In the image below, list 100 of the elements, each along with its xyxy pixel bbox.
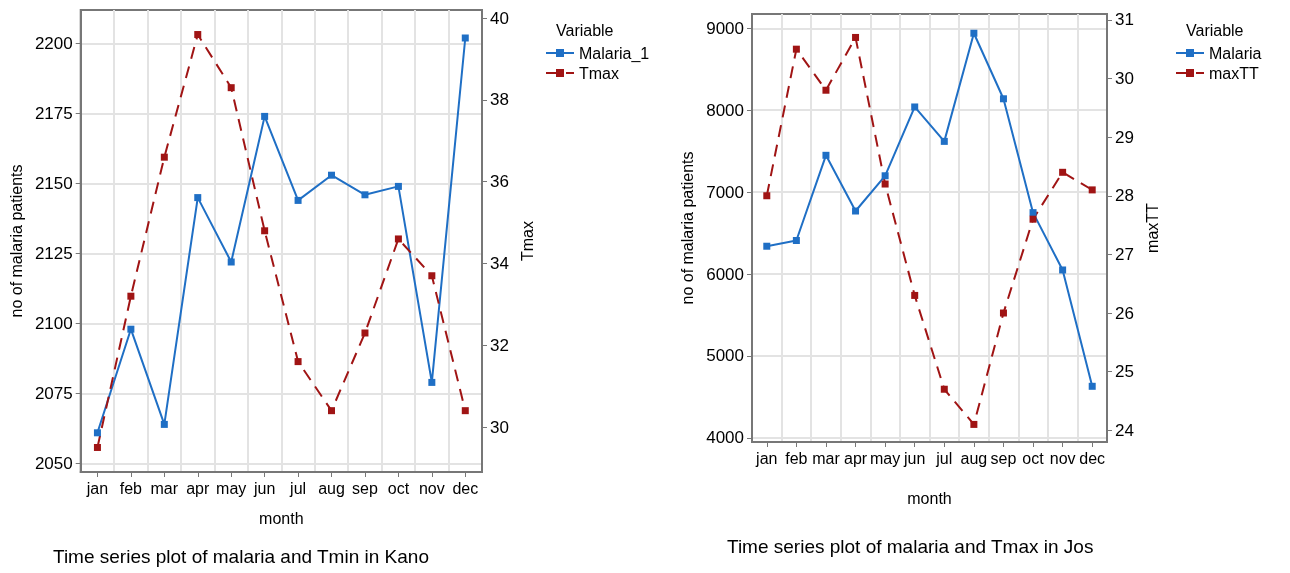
- y-tick-label: 7000: [706, 182, 744, 202]
- point: [852, 33, 860, 41]
- x-tick-label: jan: [85, 479, 109, 497]
- point: [792, 45, 800, 53]
- point: [881, 180, 889, 188]
- point: [461, 34, 469, 42]
- point: [127, 292, 135, 300]
- point: [999, 95, 1007, 103]
- point: [461, 407, 469, 415]
- x-tick-label: dec: [452, 479, 479, 497]
- point: [1059, 266, 1067, 274]
- point: [852, 207, 860, 215]
- y-tick-label: 2050: [34, 454, 73, 474]
- point: [261, 227, 269, 235]
- point: [394, 235, 402, 243]
- x-tick-label: nov: [418, 479, 445, 497]
- point: [822, 86, 830, 94]
- point: [792, 236, 800, 244]
- point: [970, 29, 978, 37]
- legend-title: Variable: [1186, 21, 1244, 39]
- point: [970, 420, 978, 428]
- point: [940, 385, 948, 393]
- y2-tick-label: 24: [1115, 420, 1134, 440]
- y-tick-label: 2200: [34, 34, 73, 54]
- y2-tick-label: 34: [490, 253, 509, 273]
- y2-tick-label: 27: [1115, 244, 1134, 264]
- x-tick-label: apr: [843, 449, 868, 467]
- text: Time series plot of malaria and Tmax in Jos: [727, 536, 1094, 557]
- x-tick-label: jun: [903, 449, 926, 467]
- y2-tick-label: 26: [1115, 303, 1134, 323]
- x-tick-label: may: [870, 449, 901, 467]
- y-tick-label: 2100: [34, 314, 73, 334]
- point: [1088, 382, 1096, 390]
- point: [160, 420, 168, 428]
- x-tick-label: dec: [1079, 449, 1106, 467]
- y-axis-title: no of malaria patients: [678, 151, 696, 305]
- point: [822, 151, 830, 159]
- text: Time series plot of malaria and Tmin in Kano: [53, 546, 429, 567]
- legend-label: Malaria: [1209, 44, 1262, 62]
- x-tick-label: sep: [352, 479, 378, 497]
- point: [227, 258, 235, 266]
- point: [361, 191, 369, 199]
- legend-label: Malaria_1: [579, 44, 650, 63]
- x-tick-label: jul: [289, 479, 307, 497]
- point: [999, 309, 1007, 317]
- point: [911, 103, 919, 111]
- x-tick-label: mar: [812, 449, 841, 467]
- point: [227, 84, 235, 92]
- y2-tick-label: 31: [1115, 10, 1134, 30]
- y-tick-label: 2125: [34, 244, 73, 264]
- point: [1088, 186, 1096, 194]
- legend-title: Variable: [556, 21, 614, 39]
- point: [261, 112, 269, 120]
- x-tick-label: nov: [1049, 449, 1076, 467]
- y-axis-title: no of malaria patients: [7, 164, 25, 318]
- y2-axis-title: maxTT: [1144, 202, 1162, 253]
- point: [127, 325, 135, 333]
- point: [881, 172, 889, 180]
- x-axis-title: month: [259, 509, 304, 527]
- x-tick-label: aug: [318, 479, 345, 497]
- y2-tick-label: 29: [1115, 127, 1134, 147]
- y2-tick-label: 28: [1115, 186, 1134, 206]
- y-tick-label: 2150: [34, 174, 73, 194]
- point: [194, 31, 202, 39]
- point: [763, 242, 771, 250]
- x-tick-label: oct: [1022, 449, 1045, 467]
- point: [294, 358, 302, 366]
- y2-tick-label: 25: [1115, 362, 1134, 382]
- point: [940, 137, 948, 145]
- point: [911, 291, 919, 299]
- point: [428, 378, 436, 386]
- x-tick-label: apr: [186, 479, 210, 497]
- y2-tick-label: 40: [490, 8, 509, 28]
- x-tick-label: jan: [755, 449, 778, 467]
- x-tick-label: feb: [785, 449, 808, 467]
- x-axis-title: month: [907, 489, 952, 507]
- y-tick-label: 2075: [34, 384, 73, 404]
- point: [328, 407, 336, 415]
- point: [361, 329, 369, 337]
- point: [194, 194, 202, 202]
- x-tick-label: may: [216, 479, 247, 497]
- y-tick-label: 9000: [706, 18, 744, 38]
- point: [1029, 209, 1037, 217]
- point: [93, 429, 101, 437]
- y-tick-label: 2175: [34, 104, 73, 124]
- legend-label: maxTT: [1209, 64, 1259, 82]
- point: [328, 171, 336, 179]
- x-tick-label: feb: [119, 479, 143, 497]
- point: [428, 272, 436, 280]
- point: [763, 192, 771, 200]
- point: [294, 196, 302, 204]
- x-tick-label: mar: [150, 479, 179, 497]
- y-tick-label: 5000: [706, 346, 744, 366]
- x-tick-label: jul: [935, 449, 953, 467]
- x-tick-label: aug: [960, 449, 988, 467]
- x-tick-label: jun: [252, 479, 276, 497]
- x-tick-label: sep: [990, 449, 1017, 467]
- point: [1059, 168, 1067, 176]
- point: [93, 443, 101, 451]
- y2-axis-title: Tmax: [519, 221, 537, 261]
